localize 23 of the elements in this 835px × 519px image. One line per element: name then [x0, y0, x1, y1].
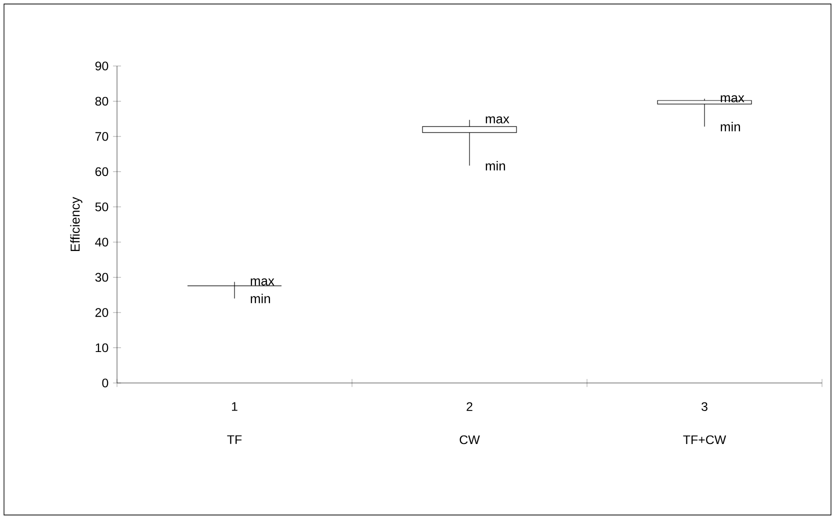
y-tick-label: 30 — [95, 272, 108, 282]
y-tick-label: 80 — [95, 96, 108, 106]
y-tick-label: 40 — [95, 238, 108, 247]
y-axis-title: Efficiency — [70, 196, 82, 252]
y-tick-label: 50 — [95, 202, 108, 212]
annotation: max — [720, 95, 744, 102]
text: 1 — [232, 402, 238, 411]
y-tick-label: 0 — [102, 378, 108, 388]
annotation: min — [250, 294, 270, 304]
y-tick-label: 20 — [95, 308, 108, 317]
annotation: min — [486, 160, 506, 170]
annotation: max — [250, 278, 274, 286]
y-tick-label: 70 — [95, 132, 108, 141]
text: 3 — [702, 402, 708, 412]
text: 2 — [466, 402, 472, 411]
x-tick-label: TF — [227, 435, 242, 444]
annotation: max — [486, 116, 510, 124]
x-tick-label: TF+CW — [683, 435, 726, 444]
x-tick-label: CW — [460, 435, 480, 444]
y-tick-label: 90 — [95, 62, 108, 70]
annotation: min — [720, 122, 740, 132]
y-tick-label: 10 — [96, 343, 108, 352]
y-tick-label: 60 — [95, 167, 108, 176]
